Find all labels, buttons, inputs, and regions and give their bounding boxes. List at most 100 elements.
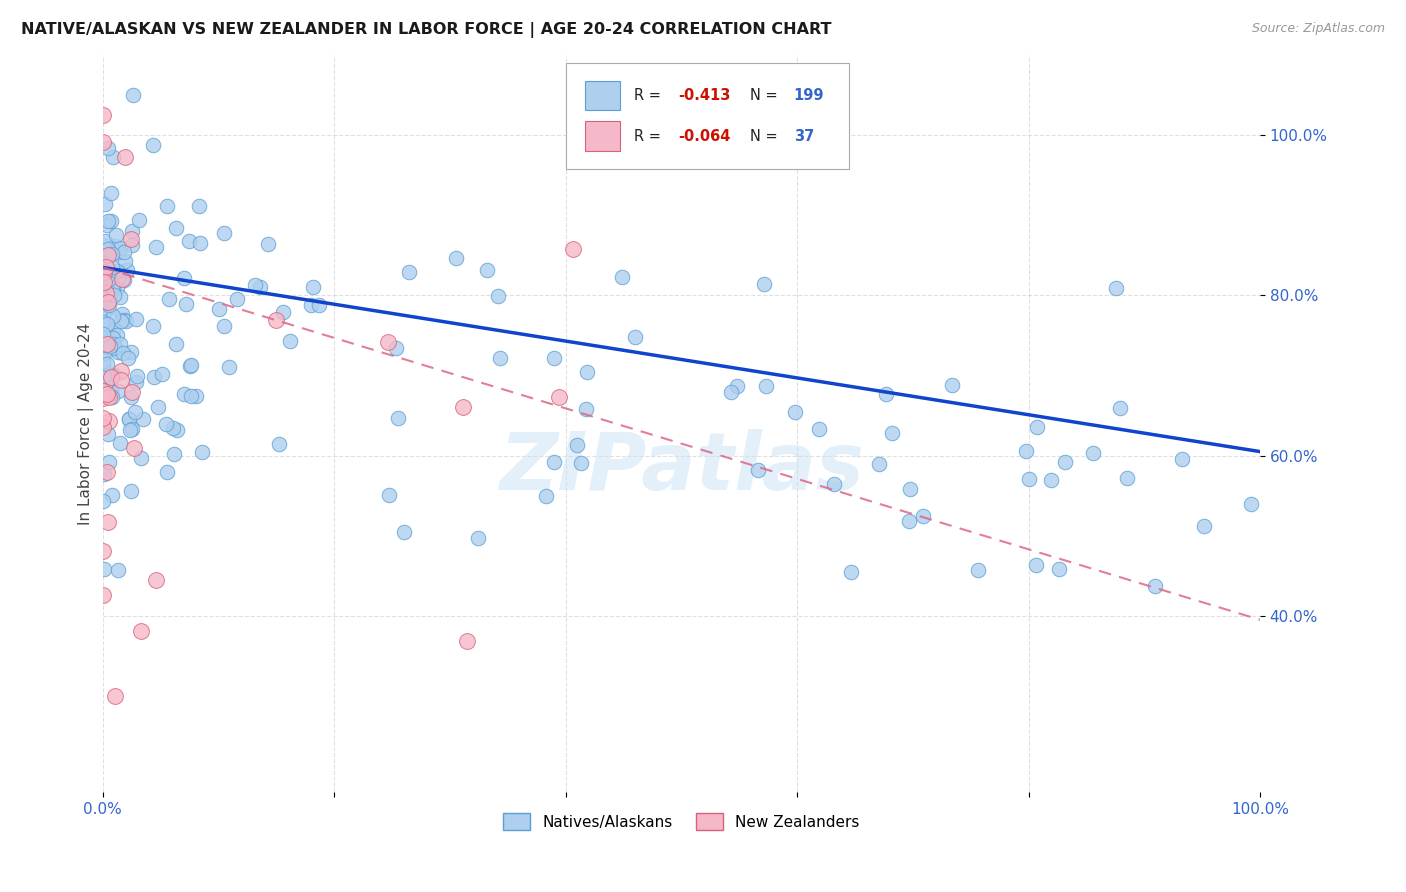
- Point: [93, 351, 115, 366]
- Point: [93, 234, 115, 248]
- Point: [97, 515, 120, 529]
- Point: [162, 421, 184, 435]
- Point: [108, 290, 131, 304]
- Point: [100, 213, 122, 227]
- Point: [96, 322, 118, 336]
- Point: [108, 436, 131, 450]
- Point: [145, 240, 167, 254]
- Point: [98, 454, 121, 468]
- Point: [108, 241, 131, 255]
- Text: N =: N =: [749, 88, 782, 103]
- Point: [118, 412, 141, 426]
- Point: [114, 254, 136, 268]
- Point: [91, 589, 114, 603]
- Point: [1015, 444, 1038, 458]
- Point: [112, 272, 135, 286]
- Point: [392, 524, 415, 539]
- Point: [179, 234, 201, 248]
- Point: [96, 357, 118, 371]
- Point: [489, 351, 512, 366]
- Point: [208, 302, 231, 317]
- Point: [96, 387, 118, 401]
- Point: [93, 493, 115, 508]
- Point: [155, 465, 177, 479]
- Point: [150, 367, 173, 381]
- Point: [91, 543, 114, 558]
- Point: [755, 378, 778, 392]
- Point: [93, 345, 115, 359]
- Point: [122, 88, 145, 103]
- Point: [243, 277, 266, 292]
- Text: N =: N =: [749, 128, 782, 144]
- Point: [96, 465, 118, 479]
- Point: [120, 484, 142, 499]
- Point: [103, 309, 125, 323]
- Point: [96, 258, 118, 272]
- Point: [120, 232, 142, 246]
- Point: [576, 365, 599, 379]
- Point: [145, 574, 167, 588]
- Point: [269, 437, 291, 451]
- Point: [173, 386, 195, 401]
- Point: [91, 358, 114, 372]
- Point: [115, 314, 138, 328]
- Point: [94, 197, 117, 211]
- Point: [91, 307, 114, 321]
- Point: [91, 391, 114, 405]
- Point: [100, 384, 122, 398]
- Point: [103, 323, 125, 337]
- Text: -0.413: -0.413: [678, 88, 730, 103]
- Point: [103, 267, 125, 281]
- Point: [97, 427, 120, 442]
- Point: [121, 238, 143, 252]
- Point: [1026, 420, 1049, 434]
- Point: [98, 297, 121, 311]
- Point: [105, 327, 128, 342]
- Point: [967, 563, 990, 577]
- Point: [398, 265, 420, 279]
- Point: [91, 256, 114, 270]
- Point: [184, 389, 207, 403]
- Point: [278, 334, 301, 349]
- Point: [91, 108, 114, 122]
- Point: [112, 313, 135, 327]
- Point: [117, 351, 139, 365]
- Point: [125, 375, 148, 389]
- Point: [156, 199, 179, 213]
- Point: [94, 285, 117, 300]
- Point: [108, 336, 131, 351]
- FancyBboxPatch shape: [565, 62, 849, 169]
- Point: [1040, 473, 1063, 487]
- Point: [104, 340, 127, 354]
- Point: [96, 317, 118, 331]
- Point: [1171, 451, 1194, 466]
- Point: [110, 373, 132, 387]
- Point: [101, 244, 124, 259]
- Point: [93, 276, 115, 290]
- Point: [93, 369, 115, 384]
- Point: [575, 402, 598, 417]
- Point: [93, 285, 115, 299]
- Point: [302, 280, 325, 294]
- Point: [188, 199, 211, 213]
- Point: [111, 272, 134, 286]
- Point: [191, 445, 214, 459]
- Point: [91, 237, 114, 252]
- Point: [1240, 497, 1263, 511]
- Point: [548, 390, 571, 404]
- Point: [456, 633, 478, 648]
- Point: [118, 412, 141, 426]
- Point: [163, 447, 186, 461]
- Point: [97, 141, 120, 155]
- Point: [107, 563, 129, 577]
- Point: [110, 363, 132, 377]
- Point: [256, 237, 278, 252]
- Point: [612, 270, 634, 285]
- Point: [94, 376, 117, 390]
- Point: [96, 218, 118, 232]
- Point: [93, 264, 115, 278]
- Point: [124, 405, 146, 419]
- Point: [91, 315, 114, 329]
- Point: [97, 213, 120, 227]
- Point: [174, 297, 197, 311]
